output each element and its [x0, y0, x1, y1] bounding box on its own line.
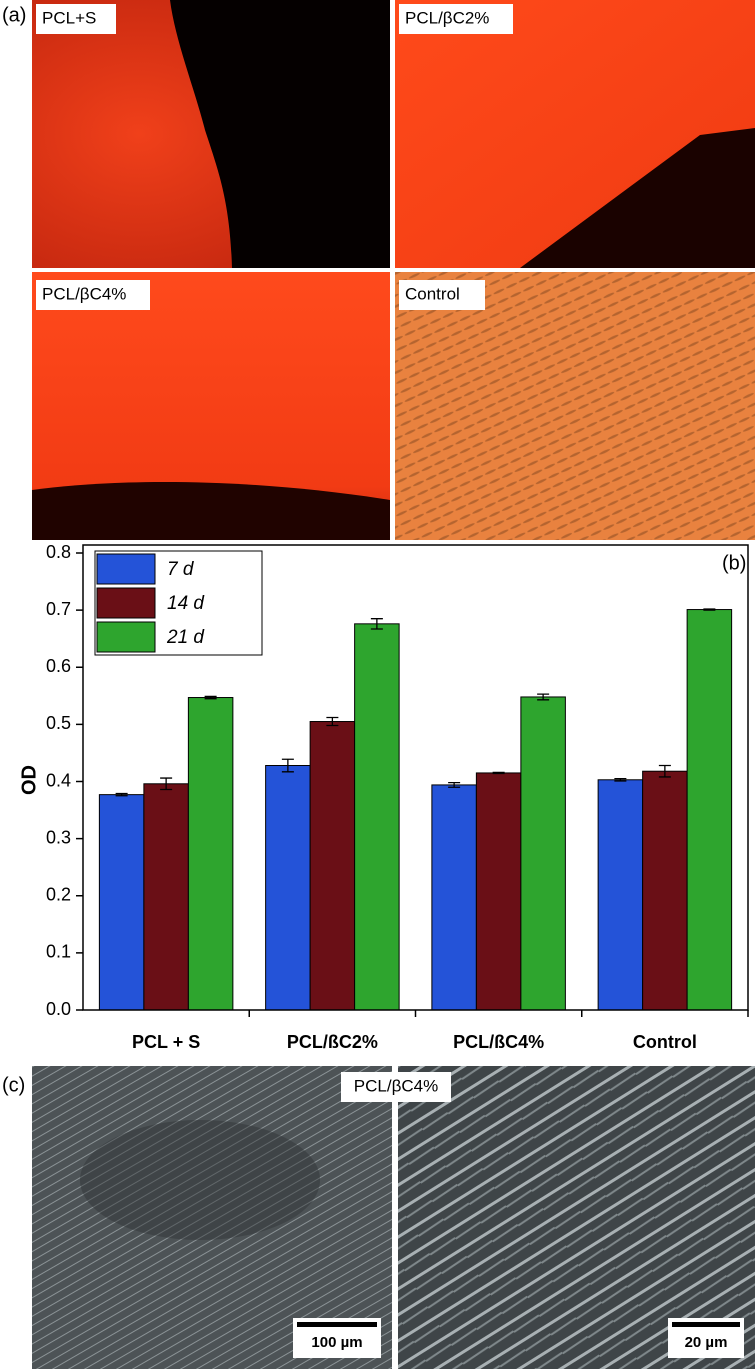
- image-label: PCL/βC4%: [42, 284, 126, 303]
- plot-frame: [82, 544, 749, 1011]
- error-bar: [115, 792, 128, 797]
- y-tick-label: 0.2: [46, 885, 71, 905]
- bar: [642, 770, 688, 1011]
- image-label-box: [36, 280, 150, 310]
- scaffold-shadow: [32, 481, 390, 540]
- scale-bar: [297, 1322, 377, 1327]
- panel-c: (c) PCL/βC4% 100 µm 20 µm: [2, 1066, 755, 1369]
- x-tick-label: PCL + S: [132, 1032, 200, 1052]
- error-bar: [160, 777, 173, 791]
- y-tick-label: 0.8: [46, 542, 71, 562]
- sem-shade: [80, 1120, 320, 1240]
- image-label: PCL/βC2%: [405, 8, 489, 27]
- scale-bar-label: 20 µm: [685, 1334, 728, 1351]
- y-tick-label: 0.5: [46, 713, 71, 733]
- image-label-box: [36, 4, 116, 34]
- scale-bar: [672, 1322, 740, 1327]
- error-bar: [326, 716, 339, 727]
- bar: [475, 772, 522, 1011]
- bar: [520, 696, 566, 1011]
- x-tick-label: PCL/ßC2%: [287, 1032, 378, 1052]
- error-bar: [204, 695, 217, 700]
- legend-label: 21 d: [166, 627, 205, 648]
- panel-label: (a): [2, 4, 26, 26]
- y-tick-label: 0.6: [46, 656, 71, 676]
- error-bar: [370, 618, 383, 630]
- y-tick-label: 0.7: [46, 599, 71, 619]
- scaffold-shadow: [520, 128, 755, 268]
- image-label-box: [399, 4, 513, 34]
- error-bar: [448, 781, 461, 788]
- bar: [98, 794, 145, 1011]
- legend-swatch: [96, 587, 156, 619]
- error-bar: [658, 764, 671, 778]
- scale-bar-label: 100 µm: [311, 1334, 362, 1351]
- image-label: Control: [405, 284, 460, 303]
- image-label-box: [341, 1072, 451, 1102]
- chart: (b) OD 0.0 0.1 0.2 0.3 0.4 0.5 0.6 0.7 0.8 PCL + …: [18, 542, 749, 1052]
- panel-label: (b): [722, 552, 746, 574]
- error-bar: [703, 608, 716, 611]
- bar: [686, 609, 733, 1011]
- legend-label: 14 d: [167, 593, 205, 614]
- legend-swatch: [96, 553, 156, 585]
- image-label: PCL/βC4%: [354, 1076, 438, 1095]
- y-tick-label: 0.0: [46, 999, 71, 1019]
- image-label: PCL+S: [42, 8, 96, 27]
- bar: [265, 765, 311, 1011]
- bar: [187, 697, 234, 1011]
- y-axis-label: OD: [18, 765, 40, 795]
- panel-a: (a) PCL+S PCL/βC2% PCL/βC4% Control: [2, 0, 755, 540]
- bar: [309, 721, 356, 1011]
- bar: [354, 623, 400, 1011]
- legend-swatch: [96, 621, 156, 653]
- y-tick-label: 0.3: [46, 827, 71, 847]
- x-tick-label: PCL/ßC4%: [453, 1032, 544, 1052]
- bar: [597, 779, 644, 1011]
- error-bar: [537, 693, 550, 701]
- error-bar: [492, 771, 505, 775]
- micrograph: [395, 272, 755, 540]
- bar: [143, 783, 189, 1011]
- y-tick-label: 0.4: [46, 770, 71, 790]
- x-tick-label: Control: [633, 1032, 697, 1052]
- legend-label: 7 d: [167, 559, 195, 580]
- y-tick-label: 0.1: [46, 942, 71, 962]
- bar: [431, 784, 477, 1011]
- panel-label: (c): [2, 1074, 25, 1096]
- image-label-box: [399, 280, 485, 310]
- error-bar: [281, 758, 294, 773]
- error-bar: [614, 777, 627, 782]
- scaffold-shadow: [170, 0, 390, 268]
